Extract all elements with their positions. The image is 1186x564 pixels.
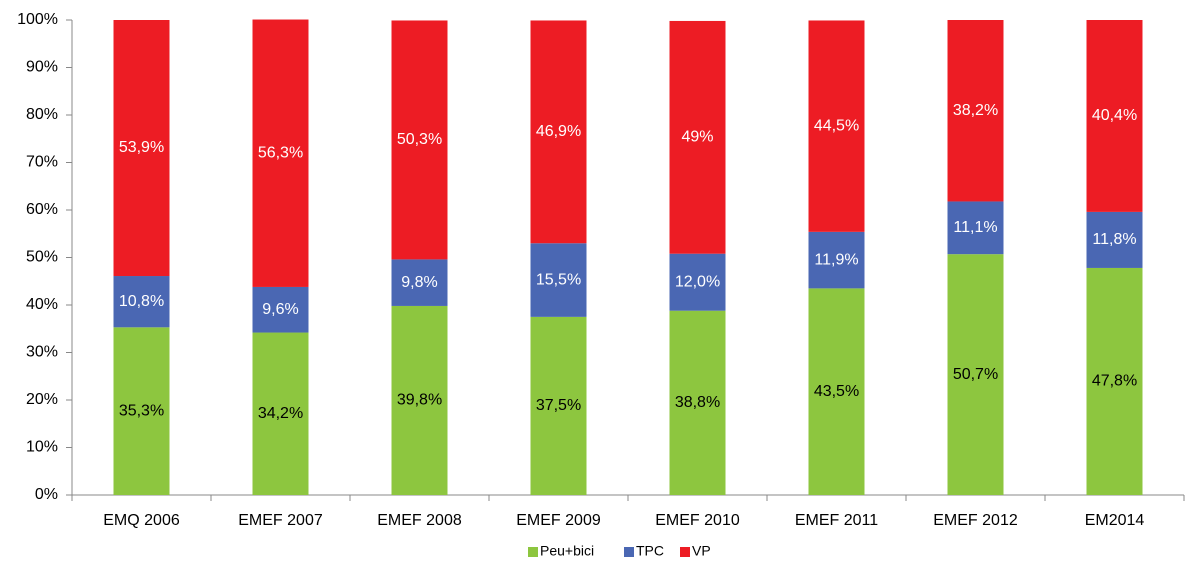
data-label: 53,9% xyxy=(119,139,164,156)
bar-segment xyxy=(252,286,309,333)
bar-segment xyxy=(947,254,1004,495)
bar-segment xyxy=(113,276,170,328)
bar-segment xyxy=(391,259,448,306)
data-label: 11,8% xyxy=(1092,231,1136,248)
data-label: 12,0% xyxy=(675,273,720,290)
y-tick-label: 20% xyxy=(26,391,58,408)
data-label: 9,6% xyxy=(262,301,298,318)
y-tick-label: 60% xyxy=(26,201,58,218)
y-tick-label: 100% xyxy=(17,11,58,28)
legend: Peu+bici TPC VP xyxy=(528,543,711,559)
x-tick-label: EMEF 2008 xyxy=(377,512,462,529)
x-tick-label: EM2014 xyxy=(1085,512,1145,529)
bar-segment xyxy=(808,288,865,495)
data-label: 38,8% xyxy=(675,394,720,411)
bar-segment xyxy=(808,231,865,289)
x-tick-label: EMEF 2007 xyxy=(238,512,323,529)
bar-segment xyxy=(113,20,170,277)
data-label: 39,8% xyxy=(397,392,442,409)
bar-segment xyxy=(669,310,726,495)
bar-segment xyxy=(947,201,1004,255)
data-label: 44,5% xyxy=(814,117,859,134)
bar-segment xyxy=(391,305,448,495)
data-label: 49% xyxy=(681,129,713,146)
bar-segment xyxy=(669,20,726,254)
bar-segment xyxy=(1086,267,1143,495)
y-tick-label: 40% xyxy=(26,296,58,313)
data-label: 50,3% xyxy=(397,131,442,148)
bar-segment xyxy=(252,19,309,287)
x-tick-label: EMQ 2006 xyxy=(103,512,180,529)
data-label: 11,1% xyxy=(953,219,997,236)
legend-swatch xyxy=(680,547,690,557)
data-label: 50,7% xyxy=(953,366,998,383)
bar-segment xyxy=(530,20,587,244)
legend-swatch xyxy=(528,547,538,557)
x-tick-label: EMEF 2011 xyxy=(795,512,878,529)
data-label: 46,9% xyxy=(536,123,581,140)
legend-label: Peu+bici xyxy=(540,543,594,559)
data-label: 35,3% xyxy=(119,402,164,419)
bar-segment xyxy=(530,316,587,495)
data-label: 15,5% xyxy=(536,271,581,288)
legend-swatch xyxy=(624,547,634,557)
data-label: 38,2% xyxy=(953,102,998,119)
data-label: 11,9% xyxy=(814,251,858,268)
bar-segment xyxy=(947,20,1004,202)
bar-segment xyxy=(113,327,170,495)
bar-segment xyxy=(669,253,726,311)
data-label: 34,2% xyxy=(258,405,303,422)
bar-segment xyxy=(391,20,448,260)
data-label: 47,8% xyxy=(1092,373,1137,390)
legend-label: TPC xyxy=(636,543,664,559)
y-tick-label: 90% xyxy=(26,59,58,76)
y-tick-label: 50% xyxy=(26,249,58,266)
data-label: 43,5% xyxy=(814,383,859,400)
data-label: 9,8% xyxy=(401,274,437,291)
bar-segment xyxy=(252,332,309,495)
data-label: 40,4% xyxy=(1092,107,1137,124)
data-label: 37,5% xyxy=(536,397,581,414)
y-tick-label: 10% xyxy=(26,439,58,456)
bar-segment xyxy=(808,20,865,232)
y-tick-label: 0% xyxy=(35,486,58,503)
x-tick-label: EMEF 2009 xyxy=(516,512,601,529)
y-tick-label: 80% xyxy=(26,106,58,123)
y-tick-label: 30% xyxy=(26,344,58,361)
data-label: 56,3% xyxy=(258,144,303,161)
y-tick-label: 70% xyxy=(26,154,58,171)
x-tick-label: EMEF 2010 xyxy=(655,512,740,529)
legend-label: VP xyxy=(692,543,711,559)
data-label: 10,8% xyxy=(119,293,164,310)
bar-segment xyxy=(1086,20,1143,212)
x-tick-label: EMEF 2012 xyxy=(933,512,1018,529)
bar-segment xyxy=(1086,211,1143,268)
bar-segment xyxy=(530,243,587,317)
